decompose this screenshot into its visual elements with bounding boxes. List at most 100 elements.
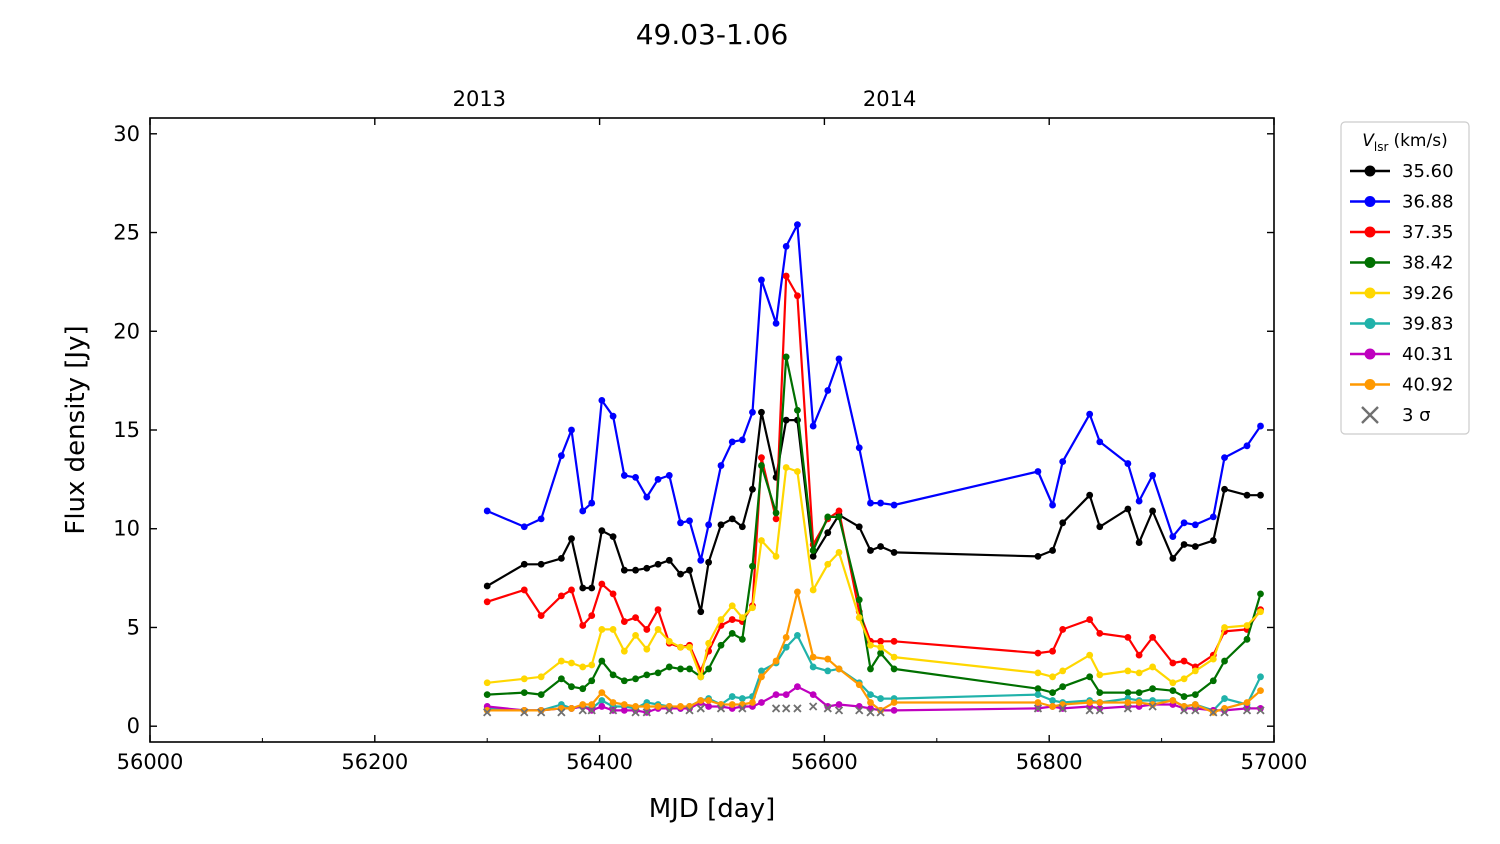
data-point [665,663,673,671]
data-point [1180,693,1188,700]
legend-entry: 37.35 [1350,222,1454,243]
threshold-point [834,706,844,715]
data-point [609,699,617,706]
data-point [1191,521,1199,529]
data-point [1124,633,1132,641]
data-point [782,464,790,471]
data-point [1059,683,1067,691]
data-point [809,422,817,430]
data-point [483,679,491,687]
data-point [824,703,832,710]
data-point [620,566,628,574]
legend-title: Vlsr (km/s) [1362,131,1447,154]
data-point [1086,491,1094,499]
plot-frame [149,117,1275,743]
data-point [677,703,684,710]
legend-marker [1364,318,1376,329]
data-point [749,562,756,570]
data-point [598,527,606,535]
data-point [579,584,587,592]
data-point [738,614,746,621]
threshold-point [1191,706,1200,715]
data-point [782,242,790,250]
data-point [772,691,780,699]
data-point [867,665,874,673]
legend-label: 39.83 [1402,314,1454,335]
data-point [1191,543,1199,550]
threshold-point [855,706,864,715]
data-point [1169,687,1177,695]
data-point [1221,624,1228,631]
data-point [643,671,651,679]
y-axis-label: Flux density [Jy] [61,325,91,534]
legend-marker [1364,257,1376,268]
data-point [598,689,606,697]
threshold-point [587,706,596,715]
data-point [1049,501,1056,509]
data-point [738,523,746,531]
data-point [758,667,765,675]
data-point [483,582,491,590]
threshold-point [866,708,875,717]
series-line [487,466,1262,684]
data-point [1149,633,1157,641]
data-point [1049,547,1056,554]
data-point [1059,626,1067,633]
data-point [632,703,639,710]
data-point [568,705,575,712]
data-point [1034,699,1042,706]
data-point [620,618,628,625]
threshold-point [642,708,651,717]
legend-title-subscript: lsr [1374,140,1389,154]
data-point [1086,673,1094,681]
data-point [890,637,898,645]
data-point [677,570,684,578]
x-tick-label: 56800 [1016,750,1083,774]
y-tick-label: 25 [113,221,140,245]
legend-entry: 40.92 [1350,375,1454,396]
data-point [1180,519,1188,527]
data-point [835,507,843,515]
data-point [579,685,587,693]
data-point [520,689,528,697]
data-point [537,691,545,699]
data-point [588,612,596,620]
data-point [728,602,736,610]
legend-marker [1361,406,1379,424]
data-point [749,485,756,493]
data-point [1243,491,1251,499]
threshold-point [696,704,705,713]
data-point [728,438,736,446]
data-point [705,639,713,647]
legend-entry: 39.26 [1350,283,1454,304]
data-point [1221,454,1228,462]
x-tick-label: 56200 [341,750,408,774]
data-point [520,560,528,568]
data-point [717,462,725,469]
series-36.88 [483,221,1264,564]
data-point [824,513,832,521]
data-point [1124,699,1132,706]
data-point [1169,554,1177,562]
data-point [728,629,736,637]
data-point [867,699,874,706]
data-point [643,493,651,501]
top-axis-label: 2013 [453,87,506,111]
series-40.92 [483,588,1264,716]
data-point [1124,689,1132,697]
data-point [483,507,491,515]
data-point [1149,663,1157,671]
data-point [643,645,651,653]
data-point [867,691,874,699]
data-point [620,701,628,708]
data-point [1257,705,1264,712]
threshold-point [1242,706,1252,715]
data-point [758,454,765,462]
data-point [705,665,713,673]
threshold-point [685,706,694,715]
data-point [1049,703,1056,710]
threshold-point [1220,708,1229,717]
data-point [1034,649,1042,657]
data-point [1257,590,1264,598]
data-point [1149,507,1157,515]
